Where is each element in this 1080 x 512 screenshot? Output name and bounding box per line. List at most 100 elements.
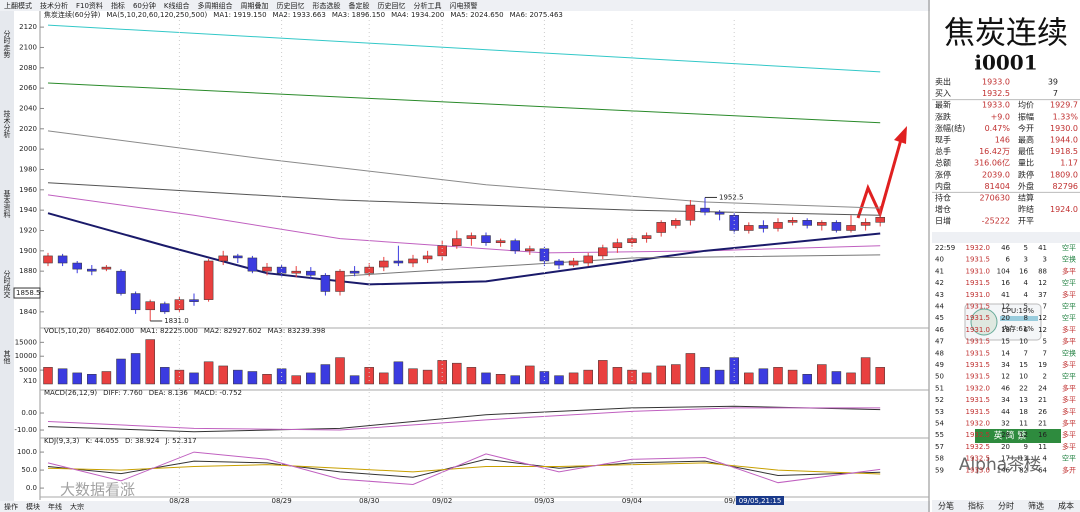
candle-body	[539, 248, 550, 262]
cursor-label-bg	[736, 496, 784, 505]
toolbar-button[interactable]: 闪电预警	[449, 1, 477, 10]
indicator-line	[47, 182, 881, 216]
quote-label: 振幅	[1018, 111, 1034, 121]
panel-header: J: 52.317	[164, 437, 196, 445]
volume-bar	[773, 367, 783, 385]
candle-body	[831, 222, 842, 231]
volume-bar	[598, 360, 608, 385]
quote-value: 81404	[985, 182, 1010, 191]
tick-cell: 59	[935, 466, 944, 474]
volume-bar	[656, 365, 666, 385]
volume-bar	[758, 368, 769, 385]
volume-bar	[568, 372, 579, 385]
y-tick-label: 0.00	[21, 409, 37, 417]
toolbar-button[interactable]: 历史回忆	[377, 1, 405, 10]
arrow	[856, 135, 904, 219]
y-tick-label: 1940	[19, 206, 37, 214]
toolbar-button[interactable]: 周期叠加	[240, 1, 268, 10]
toolbar-button[interactable]: 上翻模式	[4, 1, 32, 10]
panel-header: MA3: 83239.398	[268, 327, 326, 335]
toolbar-button[interactable]: 备定股	[348, 1, 369, 10]
side-tab[interactable]: 分时走势	[3, 29, 11, 59]
tick-cell: 多平	[1062, 337, 1076, 346]
lang-widget[interactable]: 英 简 繁	[975, 429, 1061, 443]
status-item[interactable]: 操作	[4, 502, 18, 511]
candle-body	[72, 262, 82, 270]
tick-cell: 空平	[1062, 278, 1076, 287]
panel-tab[interactable]: 指标	[968, 501, 984, 511]
candle-body	[116, 270, 126, 294]
quote-label: 跌停	[1018, 169, 1034, 179]
volume-bar	[72, 372, 82, 385]
quote-value: 1924.0	[1050, 205, 1078, 214]
y-tick-label: 15000	[15, 338, 37, 346]
side-tab[interactable]: 技术分析	[3, 109, 11, 139]
toolbar-button[interactable]: 指标	[111, 1, 125, 10]
volume-bar	[379, 372, 389, 385]
candle-body	[189, 299, 199, 302]
status-item[interactable]: 大宗	[70, 502, 84, 511]
tick-cell: 1931.5	[966, 349, 991, 357]
toolbar-button[interactable]: 60分钟	[133, 1, 156, 10]
indicator-line	[47, 451, 881, 485]
status-item[interactable]: 年线	[48, 502, 62, 511]
tick-cell: 34	[1001, 396, 1010, 404]
indicator-line	[47, 405, 881, 433]
volume-bar	[714, 369, 725, 385]
x-tick-label: 08/29	[272, 497, 292, 505]
tick-cell: 5	[1024, 303, 1028, 311]
toolbar-button[interactable]: 历史回忆	[276, 1, 304, 10]
lang-label[interactable]: 英 简 繁	[994, 430, 1027, 442]
volume-bar	[247, 371, 258, 385]
panel-tab[interactable]: 分时	[998, 501, 1014, 511]
candle-body	[130, 293, 141, 311]
panel-tab[interactable]: 成本	[1058, 501, 1074, 511]
volume-bar	[233, 369, 243, 385]
toolbar-button[interactable]: 技术分析	[40, 1, 68, 10]
side-tab[interactable]: 其他	[3, 350, 11, 365]
cpu-widget: CPU:19% 内存:61%	[964, 303, 1042, 341]
y-tick-label: 2080	[19, 64, 37, 72]
panel-header: DIFF: 7.760	[103, 389, 143, 397]
candle-body	[744, 225, 754, 231]
tick-cell: 多平	[1062, 290, 1076, 299]
tick-cell: 1931.5	[966, 279, 991, 287]
tick-cell: 32	[1001, 420, 1010, 428]
tick-cell: 42	[935, 279, 944, 287]
panel-header: MA1: 1919.150	[213, 11, 266, 19]
status-item[interactable]: 模块	[26, 502, 40, 511]
candle-body	[568, 260, 579, 266]
quote-value: 270630	[979, 194, 1010, 203]
memory-label: 内存:61%	[1002, 324, 1034, 333]
panel-tab[interactable]: 分笔	[938, 501, 954, 511]
tick-cell: 1932.0	[966, 244, 991, 252]
quote-value: 1929.7	[1050, 101, 1078, 110]
side-tab[interactable]: 基本资料	[3, 189, 11, 219]
tick-cell: 88	[1038, 267, 1047, 275]
toolbar-button[interactable]: F10资料	[76, 1, 103, 10]
y-tick-label: 50.0	[21, 466, 37, 474]
tick-cell: 多平	[1062, 383, 1076, 392]
toolbar-button[interactable]: 分析工具	[413, 1, 441, 10]
panel-tab[interactable]: 筛选	[1028, 501, 1044, 511]
toolbar-button[interactable]: 多周期组合	[197, 1, 232, 10]
candle-body	[802, 220, 812, 226]
panel-header: D: 38.924	[125, 437, 160, 445]
volume-bar	[349, 375, 360, 385]
side-tab[interactable]: 分时成交	[3, 269, 11, 299]
y-tick-label: 0.0	[26, 484, 37, 492]
watermark: Alpha茶楼	[959, 455, 1041, 475]
candle-body	[685, 204, 696, 221]
toolbar-button[interactable]: K线组合	[164, 1, 190, 10]
tick-cell: 104	[997, 267, 1011, 275]
tick-cell: 48	[935, 349, 944, 357]
quote-label: 结算	[1018, 193, 1034, 203]
volume-bar	[831, 371, 842, 385]
candle-body	[408, 258, 418, 264]
toolbar-button[interactable]: 形态选股	[312, 1, 340, 10]
candle-body	[700, 207, 710, 213]
volume-bar	[539, 371, 550, 385]
volume-bar	[525, 365, 535, 385]
candle-body	[247, 257, 258, 272]
volume-bar	[817, 364, 827, 385]
